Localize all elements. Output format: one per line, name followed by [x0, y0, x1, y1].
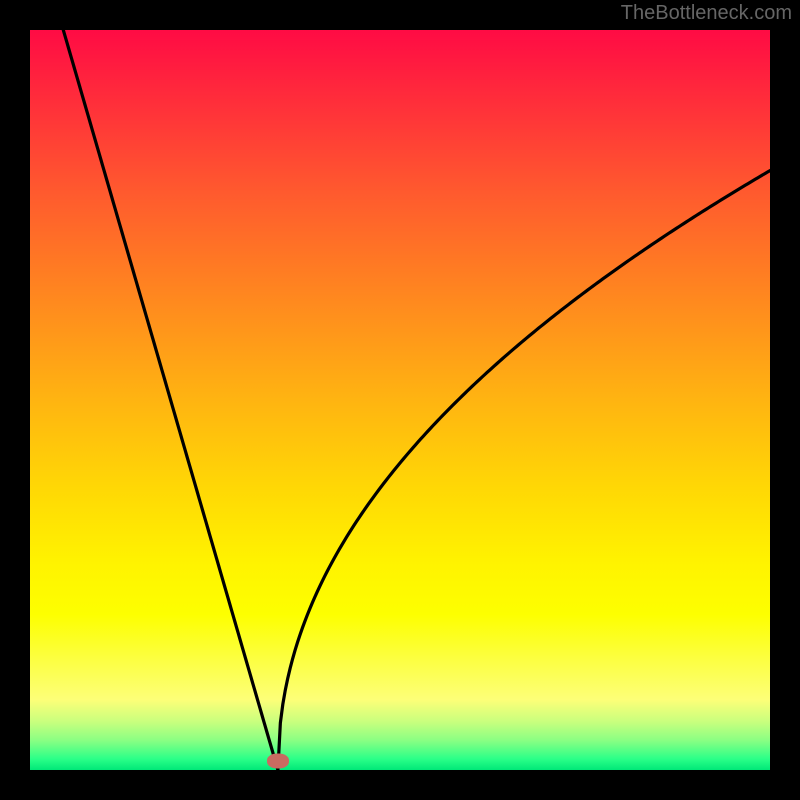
chart-container: TheBottleneck.com — [0, 0, 800, 800]
plot-area — [30, 30, 770, 770]
plot-svg — [30, 30, 770, 770]
watermark-text: TheBottleneck.com — [621, 2, 792, 25]
trough-marker — [267, 754, 289, 769]
bottleneck-curve — [63, 30, 770, 770]
